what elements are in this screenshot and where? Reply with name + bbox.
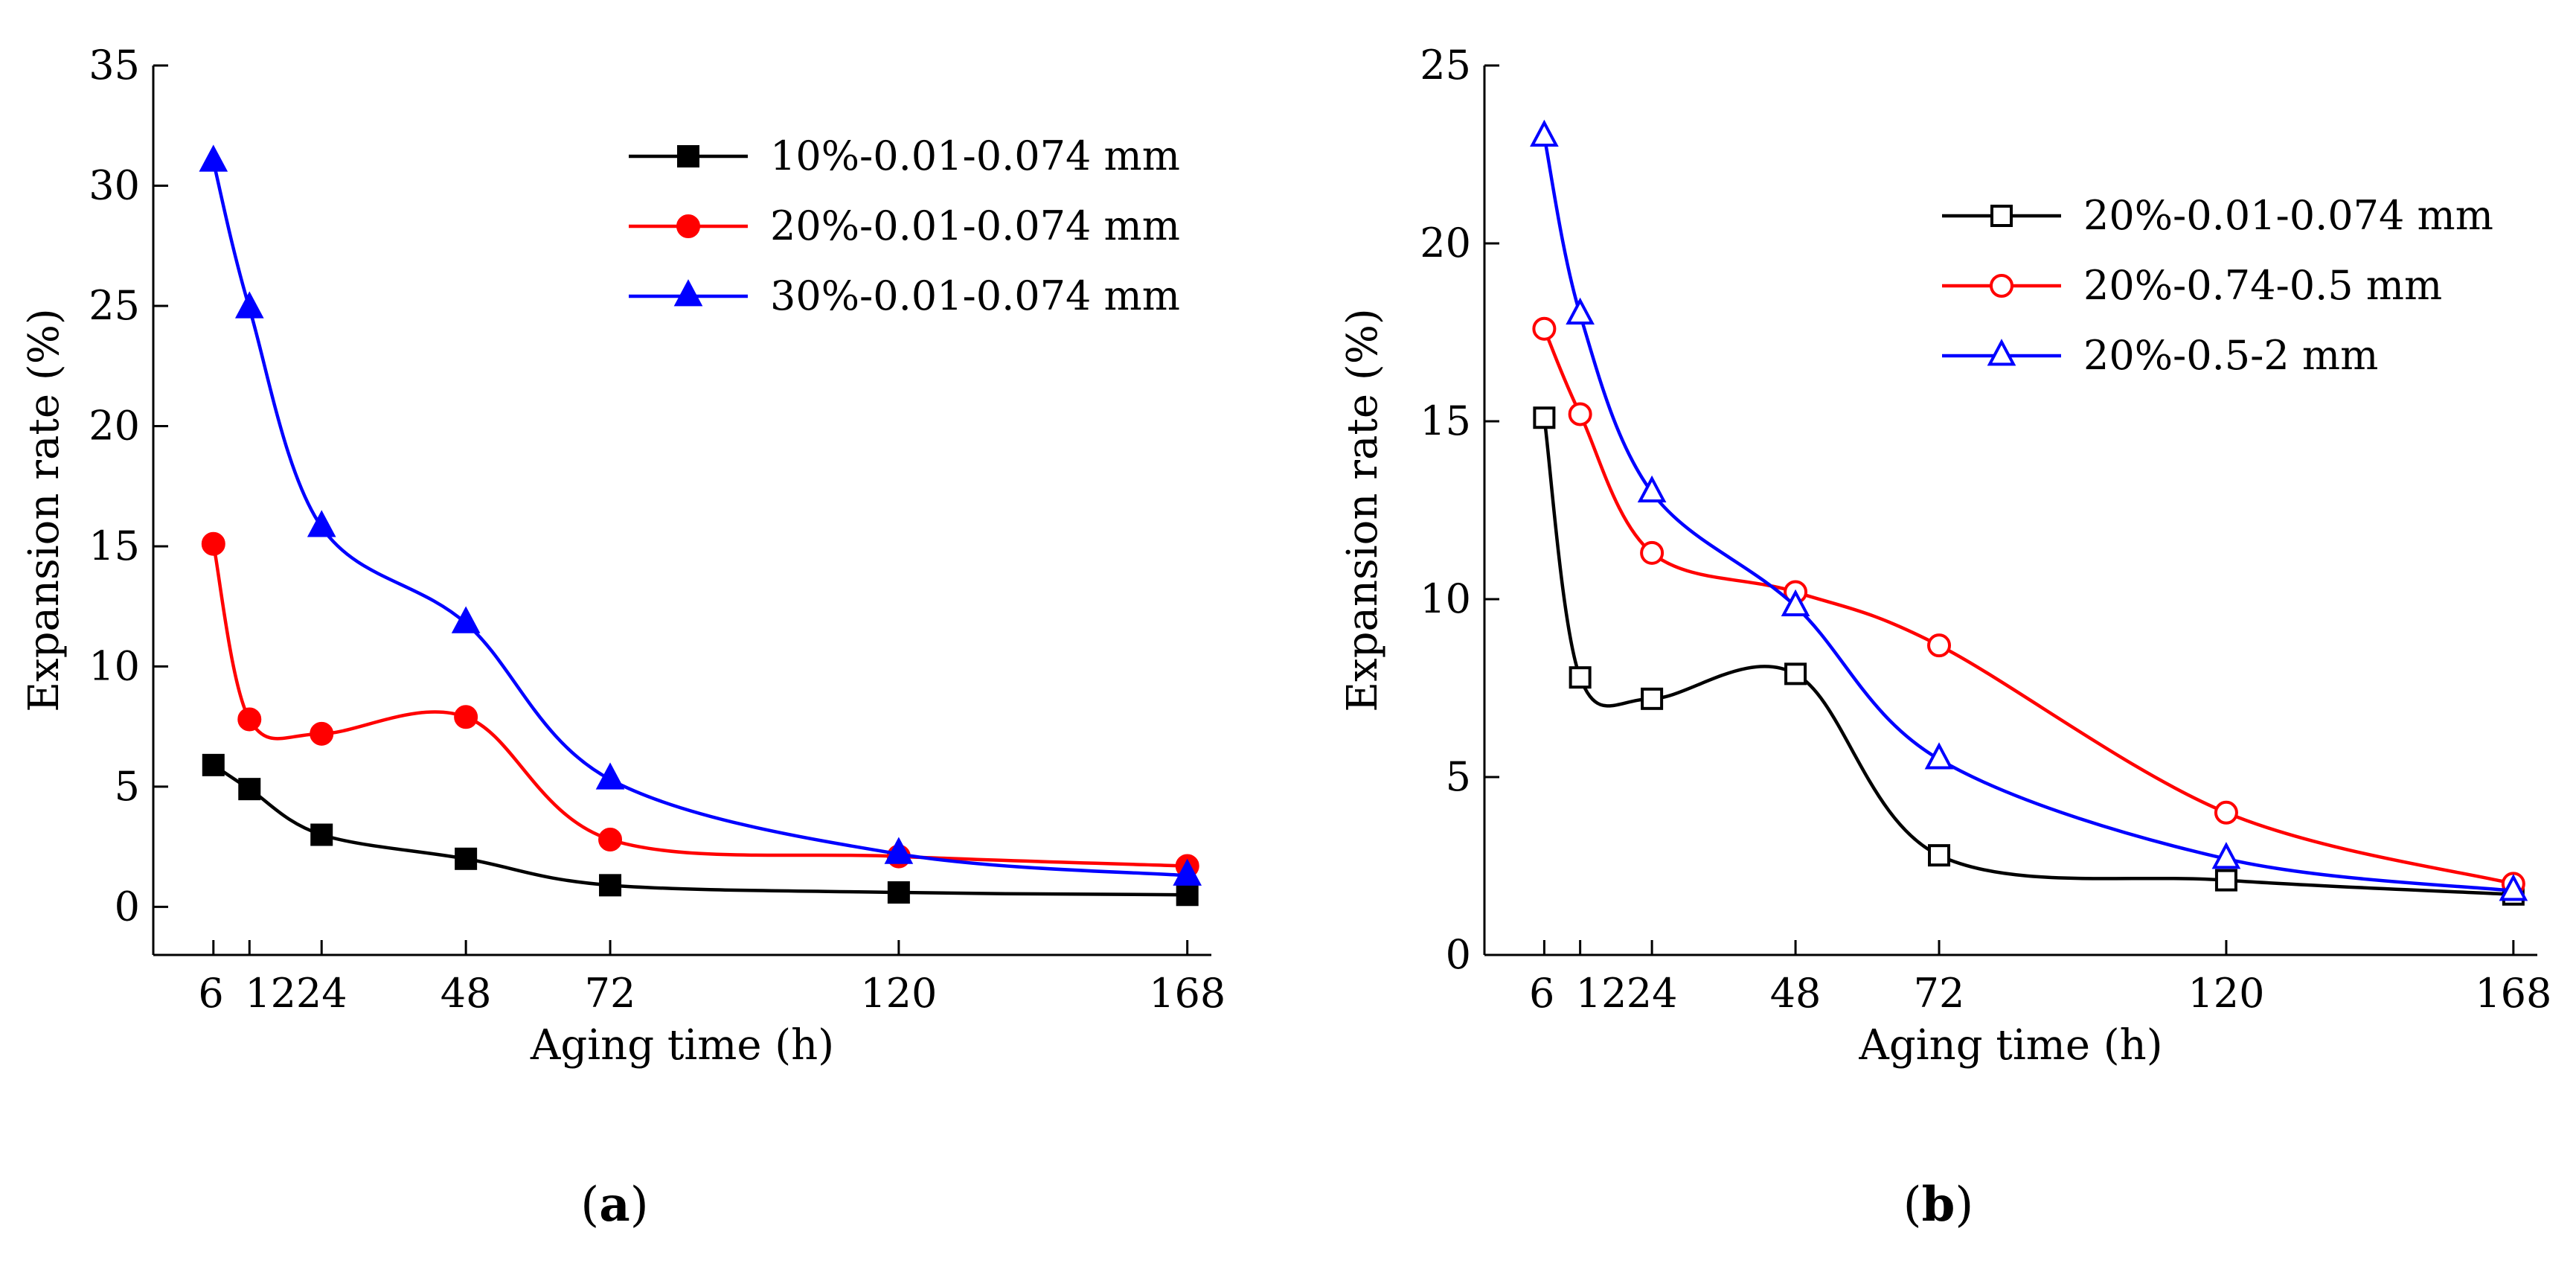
data-point	[307, 510, 336, 537]
y-tick-label: 25	[89, 282, 140, 329]
y-tick-label: 35	[89, 42, 140, 89]
x-tick-label: 12	[245, 970, 296, 1017]
x-tick-label: 12	[1576, 970, 1627, 1017]
series-line	[1542, 417, 2513, 896]
panel-label: (b)	[1903, 1177, 1974, 1233]
data-point	[201, 531, 225, 556]
data-point	[1637, 475, 1667, 502]
y-tick-label: 15	[89, 523, 140, 569]
y-axis-title: Expansion rate (%)	[1339, 308, 1387, 712]
data-point	[455, 847, 478, 870]
data-point	[1927, 633, 1952, 658]
x-tick-label: 24	[1627, 970, 1678, 1017]
y-tick-label: 5	[115, 763, 140, 810]
data-point	[234, 291, 264, 319]
data-point	[1641, 687, 1664, 710]
legend-marker	[676, 214, 700, 238]
x-tick-label: 6	[198, 970, 223, 1017]
chart-panel-a: 0 5 10 15 20 25 30 35 6 12 24 48 72 120 168 Aging time …	[20, 42, 1225, 1233]
x-tick-label: 48	[440, 970, 492, 1017]
data-point	[1173, 858, 1202, 886]
data-point	[1530, 119, 1559, 147]
data-point	[1928, 844, 1951, 867]
data-point	[1569, 666, 1592, 689]
data-point	[2499, 874, 2528, 901]
data-point	[451, 606, 481, 633]
x-tick-label: 168	[2475, 970, 2551, 1017]
legend-entry: 30%-0.01-0.074 mm	[770, 272, 1180, 319]
y-tick-label: 10	[89, 642, 140, 689]
data-point	[1781, 589, 1810, 616]
data-point	[599, 874, 622, 897]
legend-marker	[1987, 339, 2016, 366]
panel-label: (a)	[580, 1177, 648, 1233]
legend-entry: 20%-0.74-0.5 mm	[2083, 262, 2442, 309]
data-point	[237, 707, 262, 732]
x-tick-label: 48	[1770, 970, 1822, 1017]
y-tick-label: 25	[1420, 42, 1471, 89]
x-tick-label: 120	[860, 970, 937, 1017]
y-tick-label: 20	[89, 402, 140, 449]
data-point	[1924, 742, 1954, 770]
x-tick-label: 6	[1529, 970, 1554, 1017]
series-line	[211, 543, 1188, 868]
y-axis-title: Expansion rate (%)	[20, 308, 68, 712]
data-point	[884, 837, 914, 864]
x-tick-label: 168	[1149, 970, 1225, 1017]
y-tick-label: 5	[1446, 753, 1471, 800]
data-point	[310, 721, 334, 746]
y-tick-label: 15	[1420, 397, 1471, 444]
data-point	[2214, 869, 2237, 892]
x-axis-title: Aging time (h)	[530, 1021, 834, 1070]
data-point	[310, 823, 333, 846]
series-line	[1542, 327, 2514, 886]
chart-panel-b: 0 5 10 15 20 25 6 12 24 48 72 120 168 Aging time (h) E…	[1339, 42, 2551, 1233]
y-tick-label: 20	[1420, 220, 1471, 266]
series-line	[211, 161, 1188, 878]
data-point	[598, 827, 623, 851]
data-point	[1533, 406, 1556, 429]
series-line	[1542, 136, 2514, 893]
legend-entry: 10%-0.01-0.074 mm	[770, 132, 1180, 179]
legend-entry: 20%-0.5-2 mm	[2083, 332, 2378, 379]
data-point	[454, 705, 478, 729]
x-tick-label: 24	[296, 970, 347, 1017]
y-tick-label: 0	[1446, 931, 1471, 978]
data-point	[1532, 316, 1557, 341]
legend-marker	[1990, 274, 2013, 298]
y-tick-label: 30	[89, 162, 140, 208]
data-point	[199, 144, 228, 172]
data-point	[202, 753, 225, 776]
data-point	[238, 778, 261, 801]
y-tick-label: 0	[115, 883, 140, 930]
x-axis-title: Aging time (h)	[1858, 1021, 2162, 1070]
data-point	[1784, 662, 1807, 686]
data-point	[595, 762, 625, 790]
data-point	[1566, 297, 1595, 325]
data-point	[1640, 540, 1665, 565]
legend-marker	[1990, 205, 2013, 227]
legend-entry: 20%-0.01-0.074 mm	[770, 202, 1180, 249]
legend-entry: 20%-0.01-0.074 mm	[2083, 192, 2493, 239]
legend-marker	[673, 279, 703, 307]
legend-marker	[677, 145, 699, 167]
y-tick-label: 10	[1420, 575, 1471, 622]
series-line	[212, 763, 1188, 897]
data-point	[1176, 883, 1199, 907]
x-tick-label: 72	[585, 970, 636, 1017]
data-point	[2214, 800, 2238, 825]
x-tick-label: 72	[1914, 970, 1965, 1017]
data-point	[1568, 402, 1592, 426]
data-point	[887, 881, 910, 904]
x-tick-label: 120	[2188, 970, 2264, 1017]
data-point	[2211, 842, 2241, 869]
